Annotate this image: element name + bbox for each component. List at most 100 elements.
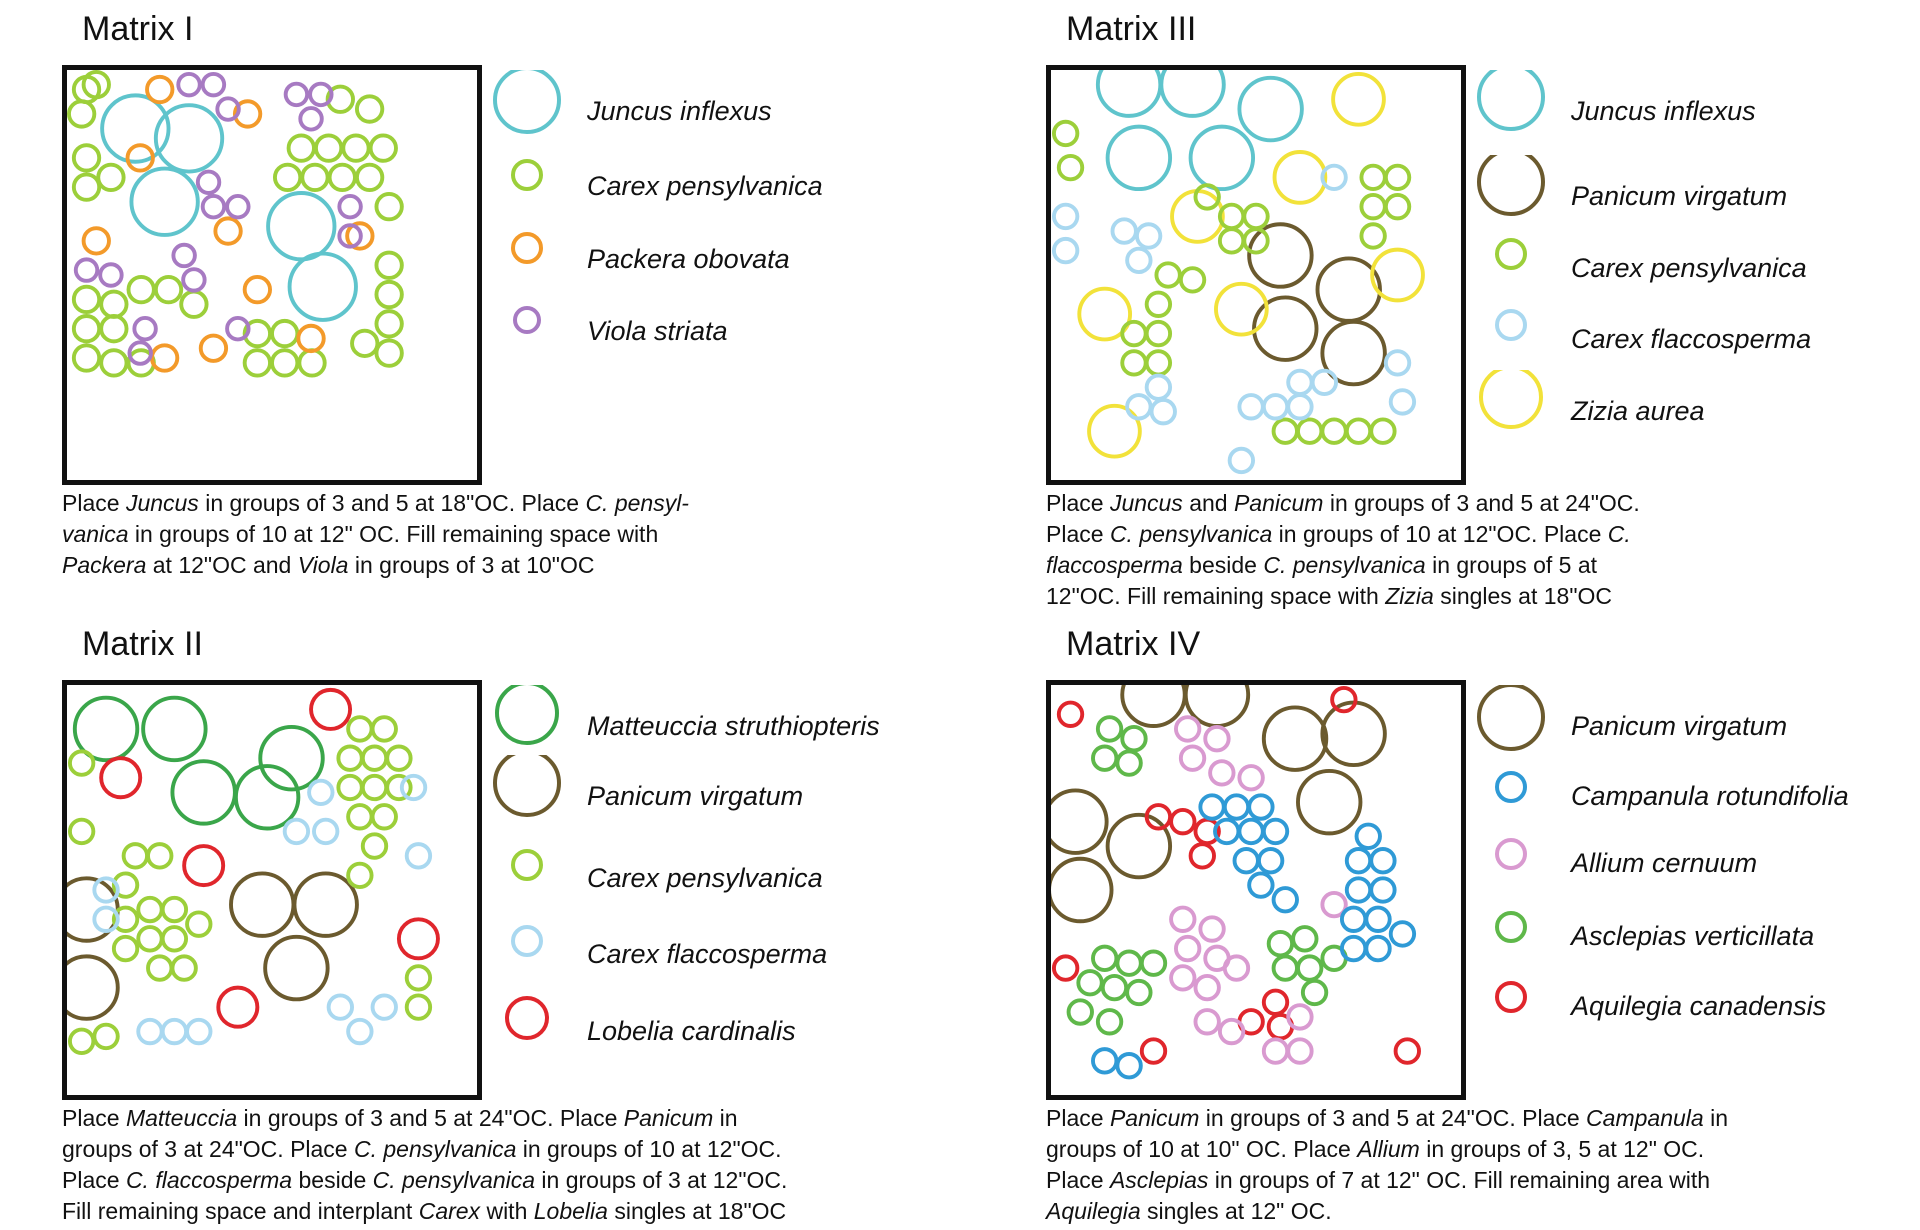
caption-run: Place	[62, 490, 126, 516]
legend-swatch	[1495, 911, 1527, 943]
planting-plan	[1046, 65, 1466, 485]
legend-item: Viola striata	[482, 290, 982, 370]
caption-run: singles at 12" OC.	[1140, 1198, 1332, 1224]
legend-item: Allium cernuum	[1466, 822, 1920, 902]
caption-run: Place	[1046, 490, 1110, 516]
caption-italic-run: Asclepias	[1109, 1167, 1209, 1193]
legend-label: Allium cernuum	[1571, 848, 1758, 878]
planting-plan	[1046, 680, 1466, 1100]
caption-run: Place	[1046, 521, 1110, 547]
caption-italic-run: Packera	[62, 552, 147, 578]
caption-italic-run: Campanula	[1586, 1105, 1704, 1131]
matrix-title: Matrix IV	[1066, 625, 1201, 663]
legend-label: Campanula rotundifolia	[1571, 781, 1849, 811]
caption-italic-run: Panicum	[1109, 1105, 1200, 1131]
matrix-title: Matrix II	[82, 625, 203, 663]
legend-swatch	[1477, 70, 1545, 131]
caption-italic-run: Lobelia	[533, 1198, 608, 1224]
legend-swatch	[511, 849, 543, 881]
planting-plan	[62, 680, 482, 1100]
legend-swatch	[1477, 685, 1545, 751]
caption-italic-run: C. pensylvanica	[354, 1136, 517, 1162]
planting-plan-svg	[1051, 70, 1425, 475]
plan-circles	[67, 70, 404, 378]
planting-plan-svg	[67, 70, 404, 378]
plan-circles	[1051, 685, 1421, 1080]
caption-italic-run: Viola	[297, 552, 349, 578]
caption-italic-run: Panicum	[1233, 490, 1324, 516]
legend-swatch	[1495, 771, 1527, 803]
plan-circles	[67, 687, 440, 1055]
caption-italic-run: Juncus	[1109, 490, 1183, 516]
caption-run: in groups of 5 at	[1425, 552, 1598, 578]
caption-italic-run: Panicum	[623, 1105, 714, 1131]
legend-item: Panicum virgatum	[1466, 155, 1920, 235]
caption-run: groups of 3 at 24"OC. Place	[62, 1136, 354, 1162]
legend-item: Carex pensylvanica	[482, 837, 982, 917]
legend-label: Juncus inflexus	[587, 96, 772, 126]
legend-label: Packera obovata	[587, 244, 790, 274]
legend-item: Carex flaccosperma	[1466, 298, 1920, 378]
caption-run: in groups of 3 and 5 at 18"OC. Place	[198, 490, 586, 516]
caption-run: Place	[1046, 1167, 1110, 1193]
legend-item: Carex pensylvanica	[1466, 227, 1920, 307]
legend-item: Zizia aurea	[1466, 370, 1920, 450]
caption-italic-run: Carex	[418, 1198, 481, 1224]
caption-italic-run: flaccosperma	[1046, 552, 1183, 578]
caption-italic-run: Allium	[1357, 1136, 1420, 1162]
caption-run: in groups of 10 at 12" OC. Fill remainin…	[128, 521, 659, 547]
legend-swatch	[505, 996, 549, 1040]
caption-run: in groups of 10 at 12"OC.	[516, 1136, 782, 1162]
legend-label: Viola striata	[587, 316, 728, 346]
planting-plan	[62, 65, 482, 485]
caption-italic-run: vanica	[62, 521, 129, 547]
caption-italic-run: Juncus	[125, 490, 199, 516]
caption-run: singles at 18"OC	[1433, 583, 1613, 609]
caption-run: 12"OC. Fill remaining space with	[1046, 583, 1386, 609]
legend-label: Carex pensylvanica	[1571, 253, 1807, 283]
planting-instructions: Place Juncus in groups of 3 and 5 at 18"…	[62, 488, 882, 581]
legend-item: Juncus inflexus	[1466, 70, 1920, 150]
legend-label: Juncus inflexus	[1571, 96, 1756, 126]
planting-instructions: Place Panicum in groups of 3 and 5 at 24…	[1046, 1103, 1866, 1227]
caption-run: singles at 18"OC	[607, 1198, 787, 1224]
matrix-title: Matrix I	[82, 10, 194, 48]
caption-run: in groups of 3 at 12"OC.	[535, 1167, 788, 1193]
caption-run: in	[1703, 1105, 1728, 1131]
caption-run: Place	[62, 1105, 126, 1131]
legend-label: Aquilegia canadensis	[1571, 991, 1827, 1021]
legend: Juncus inflexus Panicum virgatum Carex p…	[1466, 70, 1920, 490]
planting-plan-svg	[1051, 685, 1421, 1080]
legend-label: Carex pensylvanica	[587, 863, 823, 893]
legend-item: Packera obovata	[482, 218, 982, 298]
legend-label: Panicum virgatum	[1571, 711, 1788, 741]
legend-swatch	[511, 925, 543, 957]
caption-italic-run: C. pensylvanica	[1263, 552, 1426, 578]
caption-italic-run: C.	[1607, 521, 1631, 547]
matrix-3: Matrix III	[1046, 10, 1920, 610]
caption-run: in groups of 10 at 12"OC. Place	[1272, 521, 1608, 547]
legend: Matteuccia struthiopteris Panicum virgat…	[482, 685, 982, 1105]
caption-run: in groups of 3 and 5 at 24"OC. Place	[1199, 1105, 1587, 1131]
legend-item: Aquilegia canadensis	[1466, 965, 1920, 1045]
legend-swatch	[493, 755, 561, 817]
caption-run: beside	[292, 1167, 373, 1193]
matrix-4: Matrix IV	[1046, 625, 1920, 1225]
legend-item: Carex pensylvanica	[482, 145, 982, 225]
caption-italic-run: Matteuccia	[125, 1105, 238, 1131]
legend-swatch	[1479, 370, 1543, 429]
legend-label: Matteuccia struthiopteris	[587, 711, 880, 741]
caption-italic-run: C. pensyl-	[585, 490, 689, 516]
planting-instructions: Place Matteuccia in groups of 3 and 5 at…	[62, 1103, 882, 1227]
planting-instructions: Place Juncus and Panicum in groups of 3 …	[1046, 488, 1866, 612]
caption-run: beside	[1182, 552, 1264, 578]
caption-run: in groups of 3 and 5 at 24"OC.	[1323, 490, 1640, 516]
legend-item: Lobelia cardinalis	[482, 990, 982, 1070]
plan-circles	[1051, 70, 1425, 475]
legend-swatch	[1495, 981, 1527, 1013]
legend-item: Juncus inflexus	[482, 70, 982, 150]
legend-swatch	[1477, 155, 1545, 216]
caption-italic-run: Aquilegia	[1046, 1198, 1141, 1224]
caption-italic-run: C. pensylvanica	[1109, 521, 1273, 547]
legend-label: Lobelia cardinalis	[587, 1016, 796, 1046]
